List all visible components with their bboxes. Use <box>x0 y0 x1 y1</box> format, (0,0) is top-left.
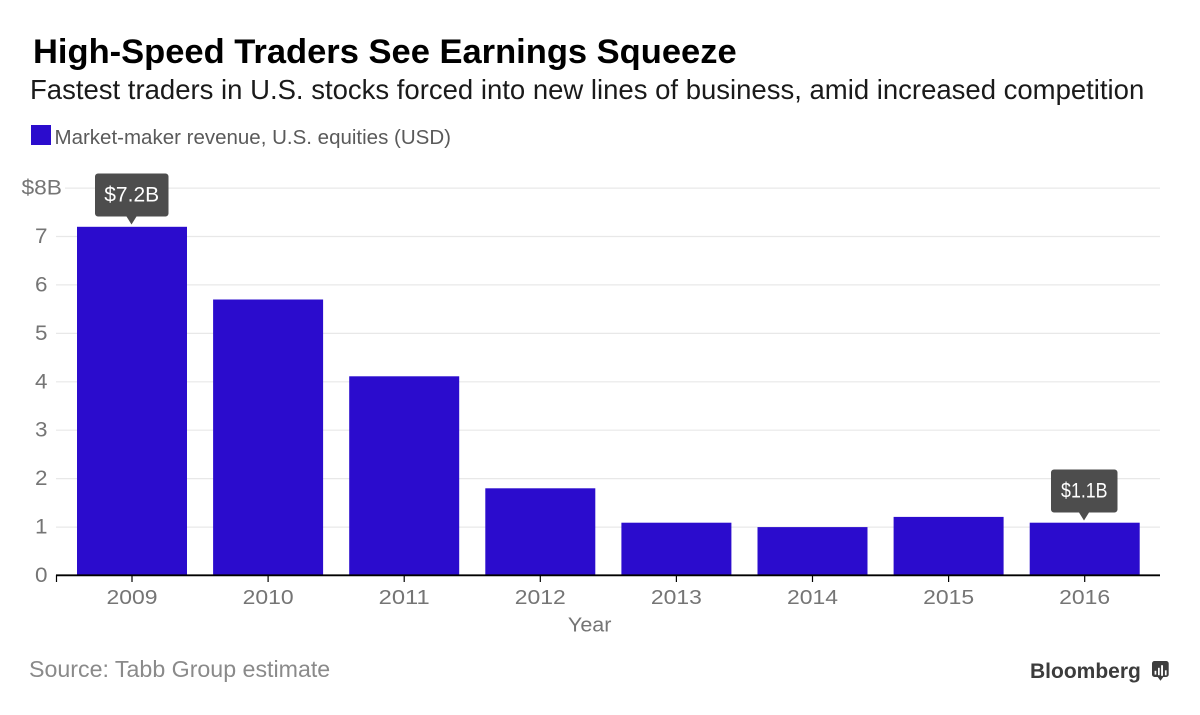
svg-text:2: 2 <box>35 467 48 490</box>
svg-text:6: 6 <box>35 273 48 296</box>
svg-text:1: 1 <box>35 516 48 539</box>
svg-text:2009: 2009 <box>107 587 158 609</box>
svg-text:2012: 2012 <box>515 587 566 609</box>
svg-text:$8B: $8B <box>22 177 63 200</box>
svg-text:2016: 2016 <box>1059 587 1110 609</box>
svg-text:2015: 2015 <box>923 587 974 609</box>
svg-text:4: 4 <box>35 370 48 393</box>
svg-text:5: 5 <box>35 322 48 345</box>
svg-text:0: 0 <box>35 564 48 587</box>
svg-text:3: 3 <box>35 419 48 442</box>
svg-text:Year: Year <box>568 614 612 636</box>
svg-text:2010: 2010 <box>243 587 294 609</box>
svg-text:2014: 2014 <box>787 587 838 609</box>
svg-text:$7.2B: $7.2B <box>104 183 159 206</box>
svg-text:$1.1B: $1.1B <box>1061 479 1108 502</box>
svg-text:7: 7 <box>35 225 48 248</box>
svg-text:2011: 2011 <box>379 587 430 609</box>
svg-text:2013: 2013 <box>651 587 702 609</box>
